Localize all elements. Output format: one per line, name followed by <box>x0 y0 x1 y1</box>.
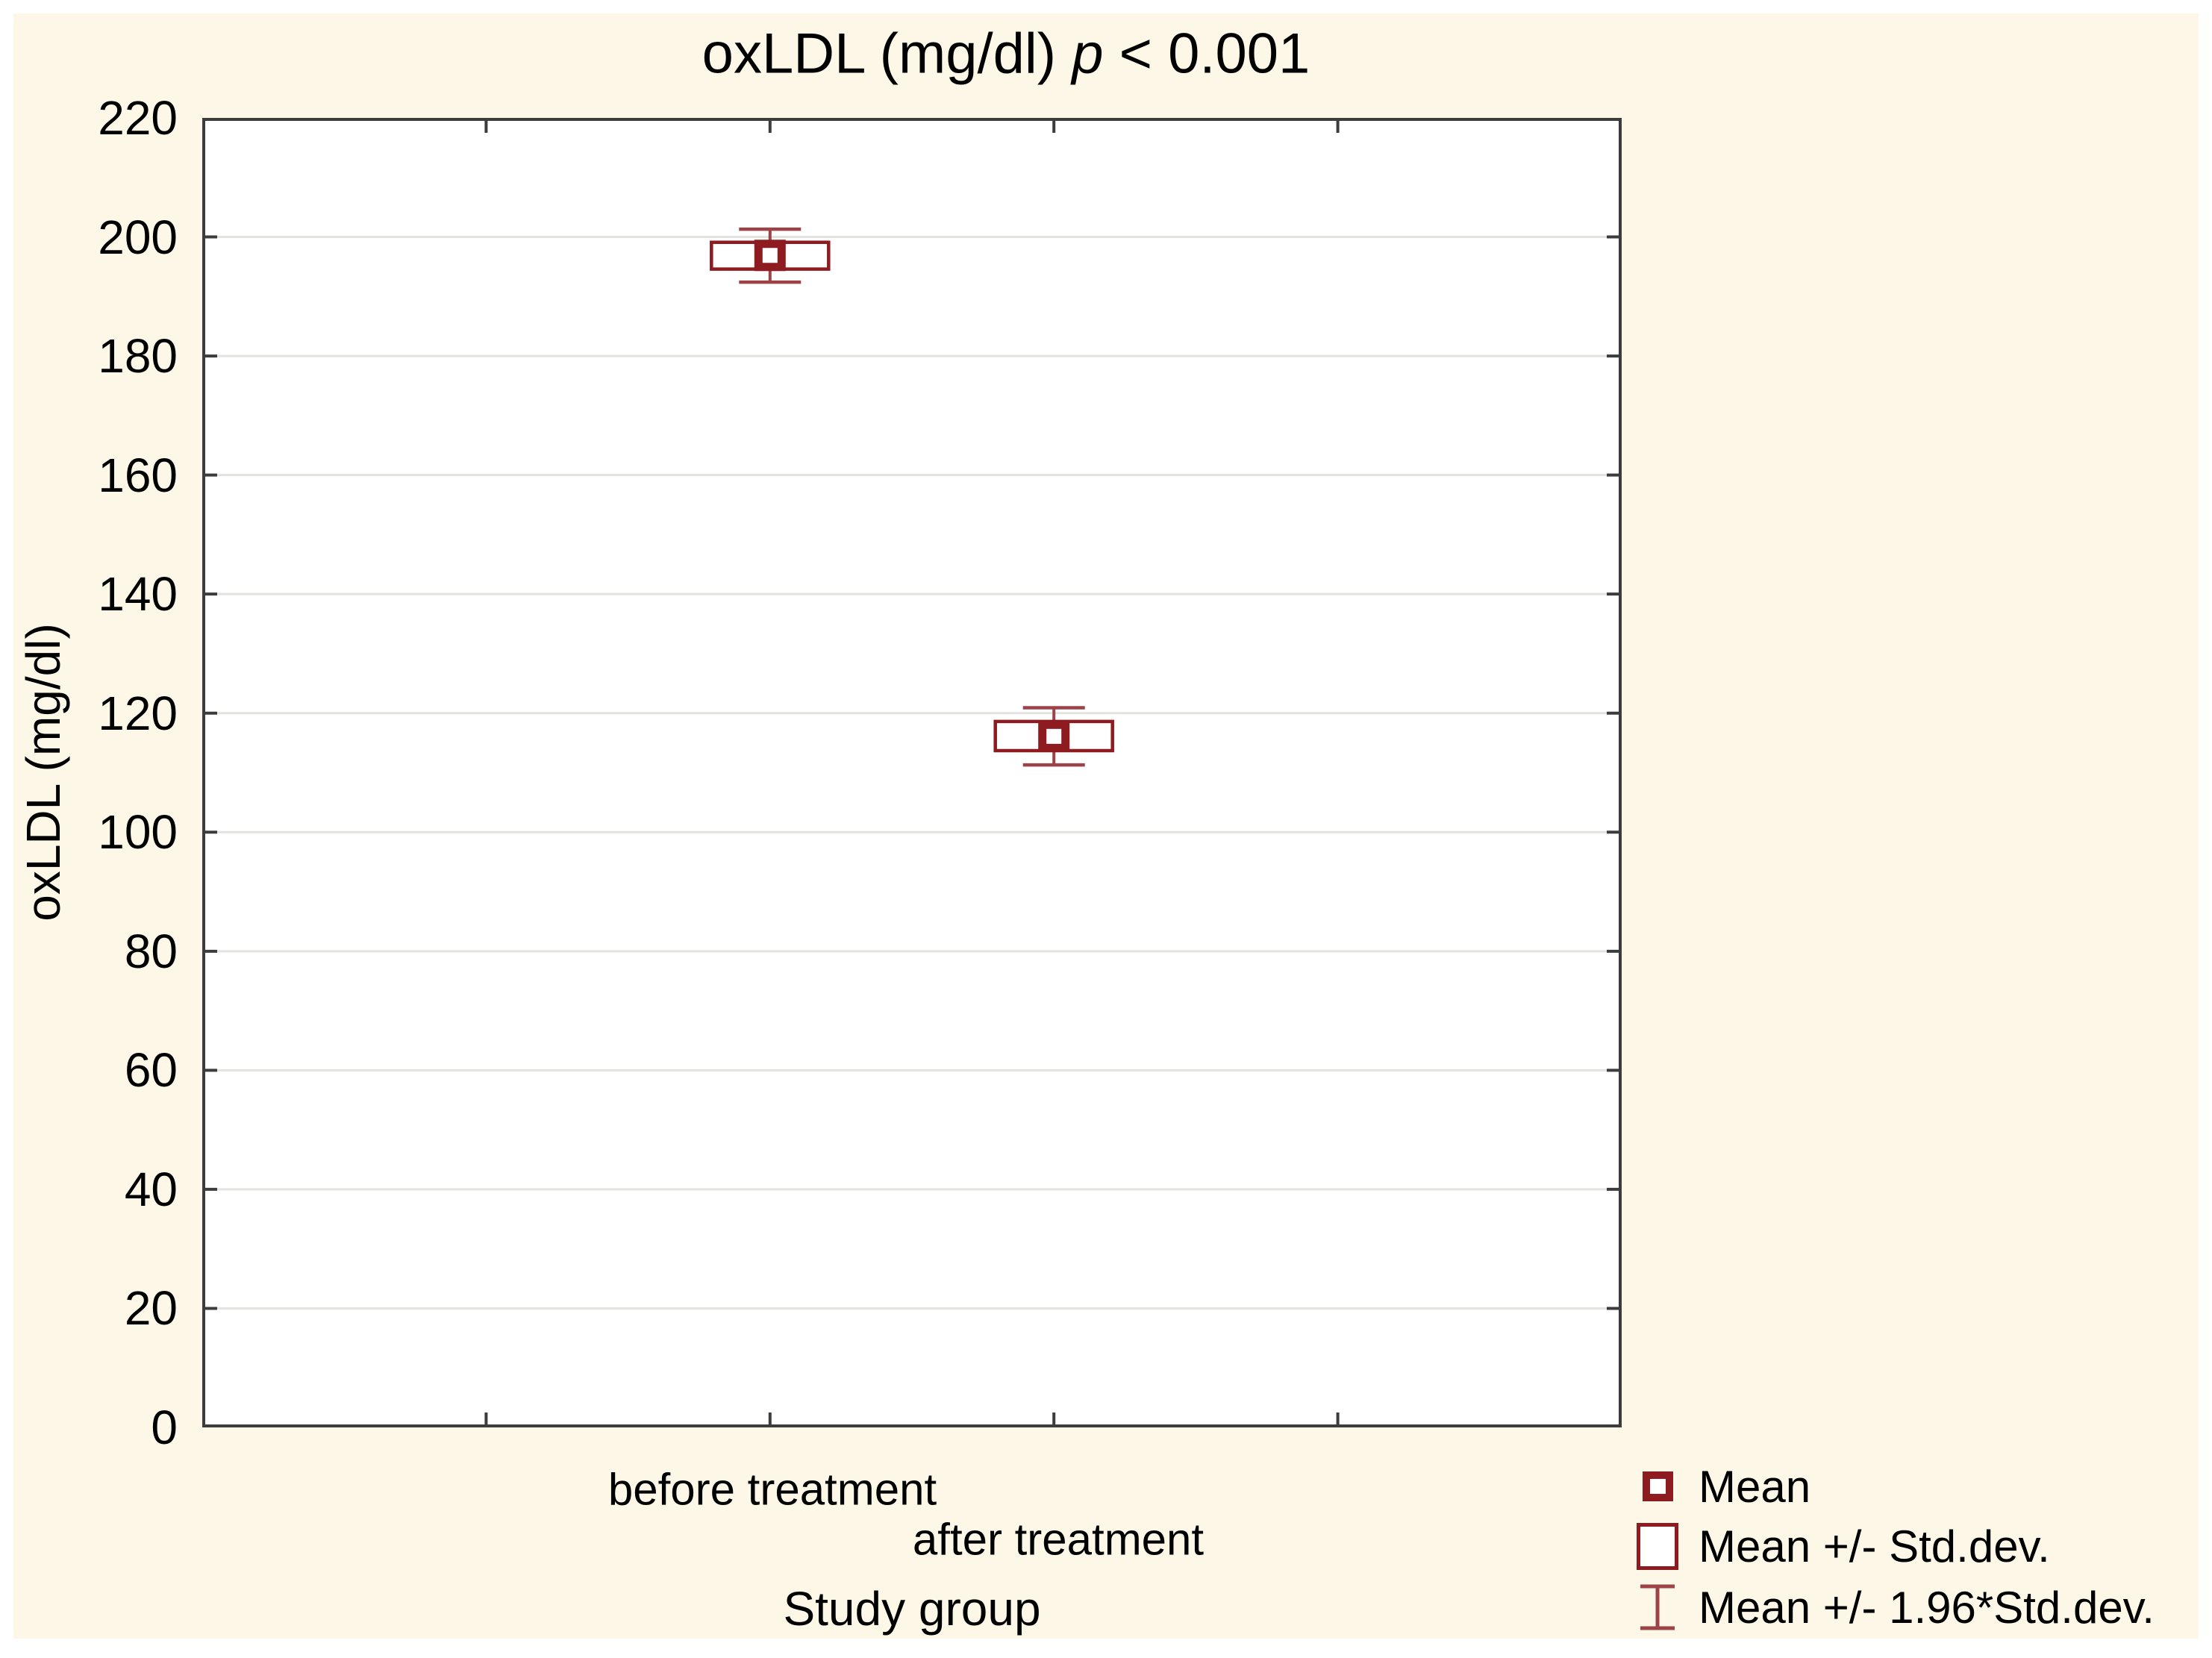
y-tick-label: 60 <box>124 1043 178 1098</box>
x-category-before-treatment: before treatment <box>607 1464 937 1515</box>
std-dev-box-icon <box>1637 1522 1678 1570</box>
y-tick-label: 120 <box>98 686 178 740</box>
y-axis-title: oxLDL (mg/dl) <box>16 623 70 922</box>
mean-marker-icon <box>1642 1471 1673 1501</box>
y-tick-label: 40 <box>124 1162 178 1216</box>
y-tick-label: 180 <box>98 329 178 384</box>
y-tick-label: 160 <box>98 448 178 502</box>
whisker-icon <box>1640 1584 1675 1630</box>
chart-title: oxLDL (mg/dl) p < 0.001 <box>702 22 1310 87</box>
chart-svg <box>202 118 1622 1427</box>
chart-title-pvalue: < 0.001 <box>1103 22 1310 86</box>
legend-item-std-dev: Mean +/- Std.dev. <box>1636 1521 2050 1571</box>
x-category-after-treatment: after treatment <box>912 1514 1205 1565</box>
chart-title-p-symbol: p <box>1072 22 1104 86</box>
x-axis-title: Study group <box>783 1582 1041 1636</box>
y-tick-label: 220 <box>98 91 178 145</box>
legend-item-1-96-std-dev: Mean +/- 1.96*Std.dev. <box>1636 1582 2155 1633</box>
y-tick-label: 200 <box>98 210 178 264</box>
mean-marker <box>1038 720 1070 752</box>
y-tick-label: 20 <box>124 1281 178 1336</box>
legend-label-mean: Mean <box>1699 1461 1811 1512</box>
y-tick-label: 80 <box>124 924 178 978</box>
plot-area <box>202 118 1622 1427</box>
legend-label-1-96-std-dev: Mean +/- 1.96*Std.dev. <box>1699 1582 2155 1633</box>
plot-frame <box>202 118 1622 1427</box>
y-tick-label: 140 <box>98 567 178 622</box>
y-tick-label: 100 <box>98 805 178 860</box>
chart-title-prefix: oxLDL (mg/dl) <box>702 22 1072 86</box>
legend-item-mean: Mean <box>1636 1462 1810 1512</box>
y-tick-label: 0 <box>151 1401 178 1454</box>
mean-marker <box>754 240 786 272</box>
legend-label-std-dev: Mean +/- Std.dev. <box>1699 1521 2050 1571</box>
